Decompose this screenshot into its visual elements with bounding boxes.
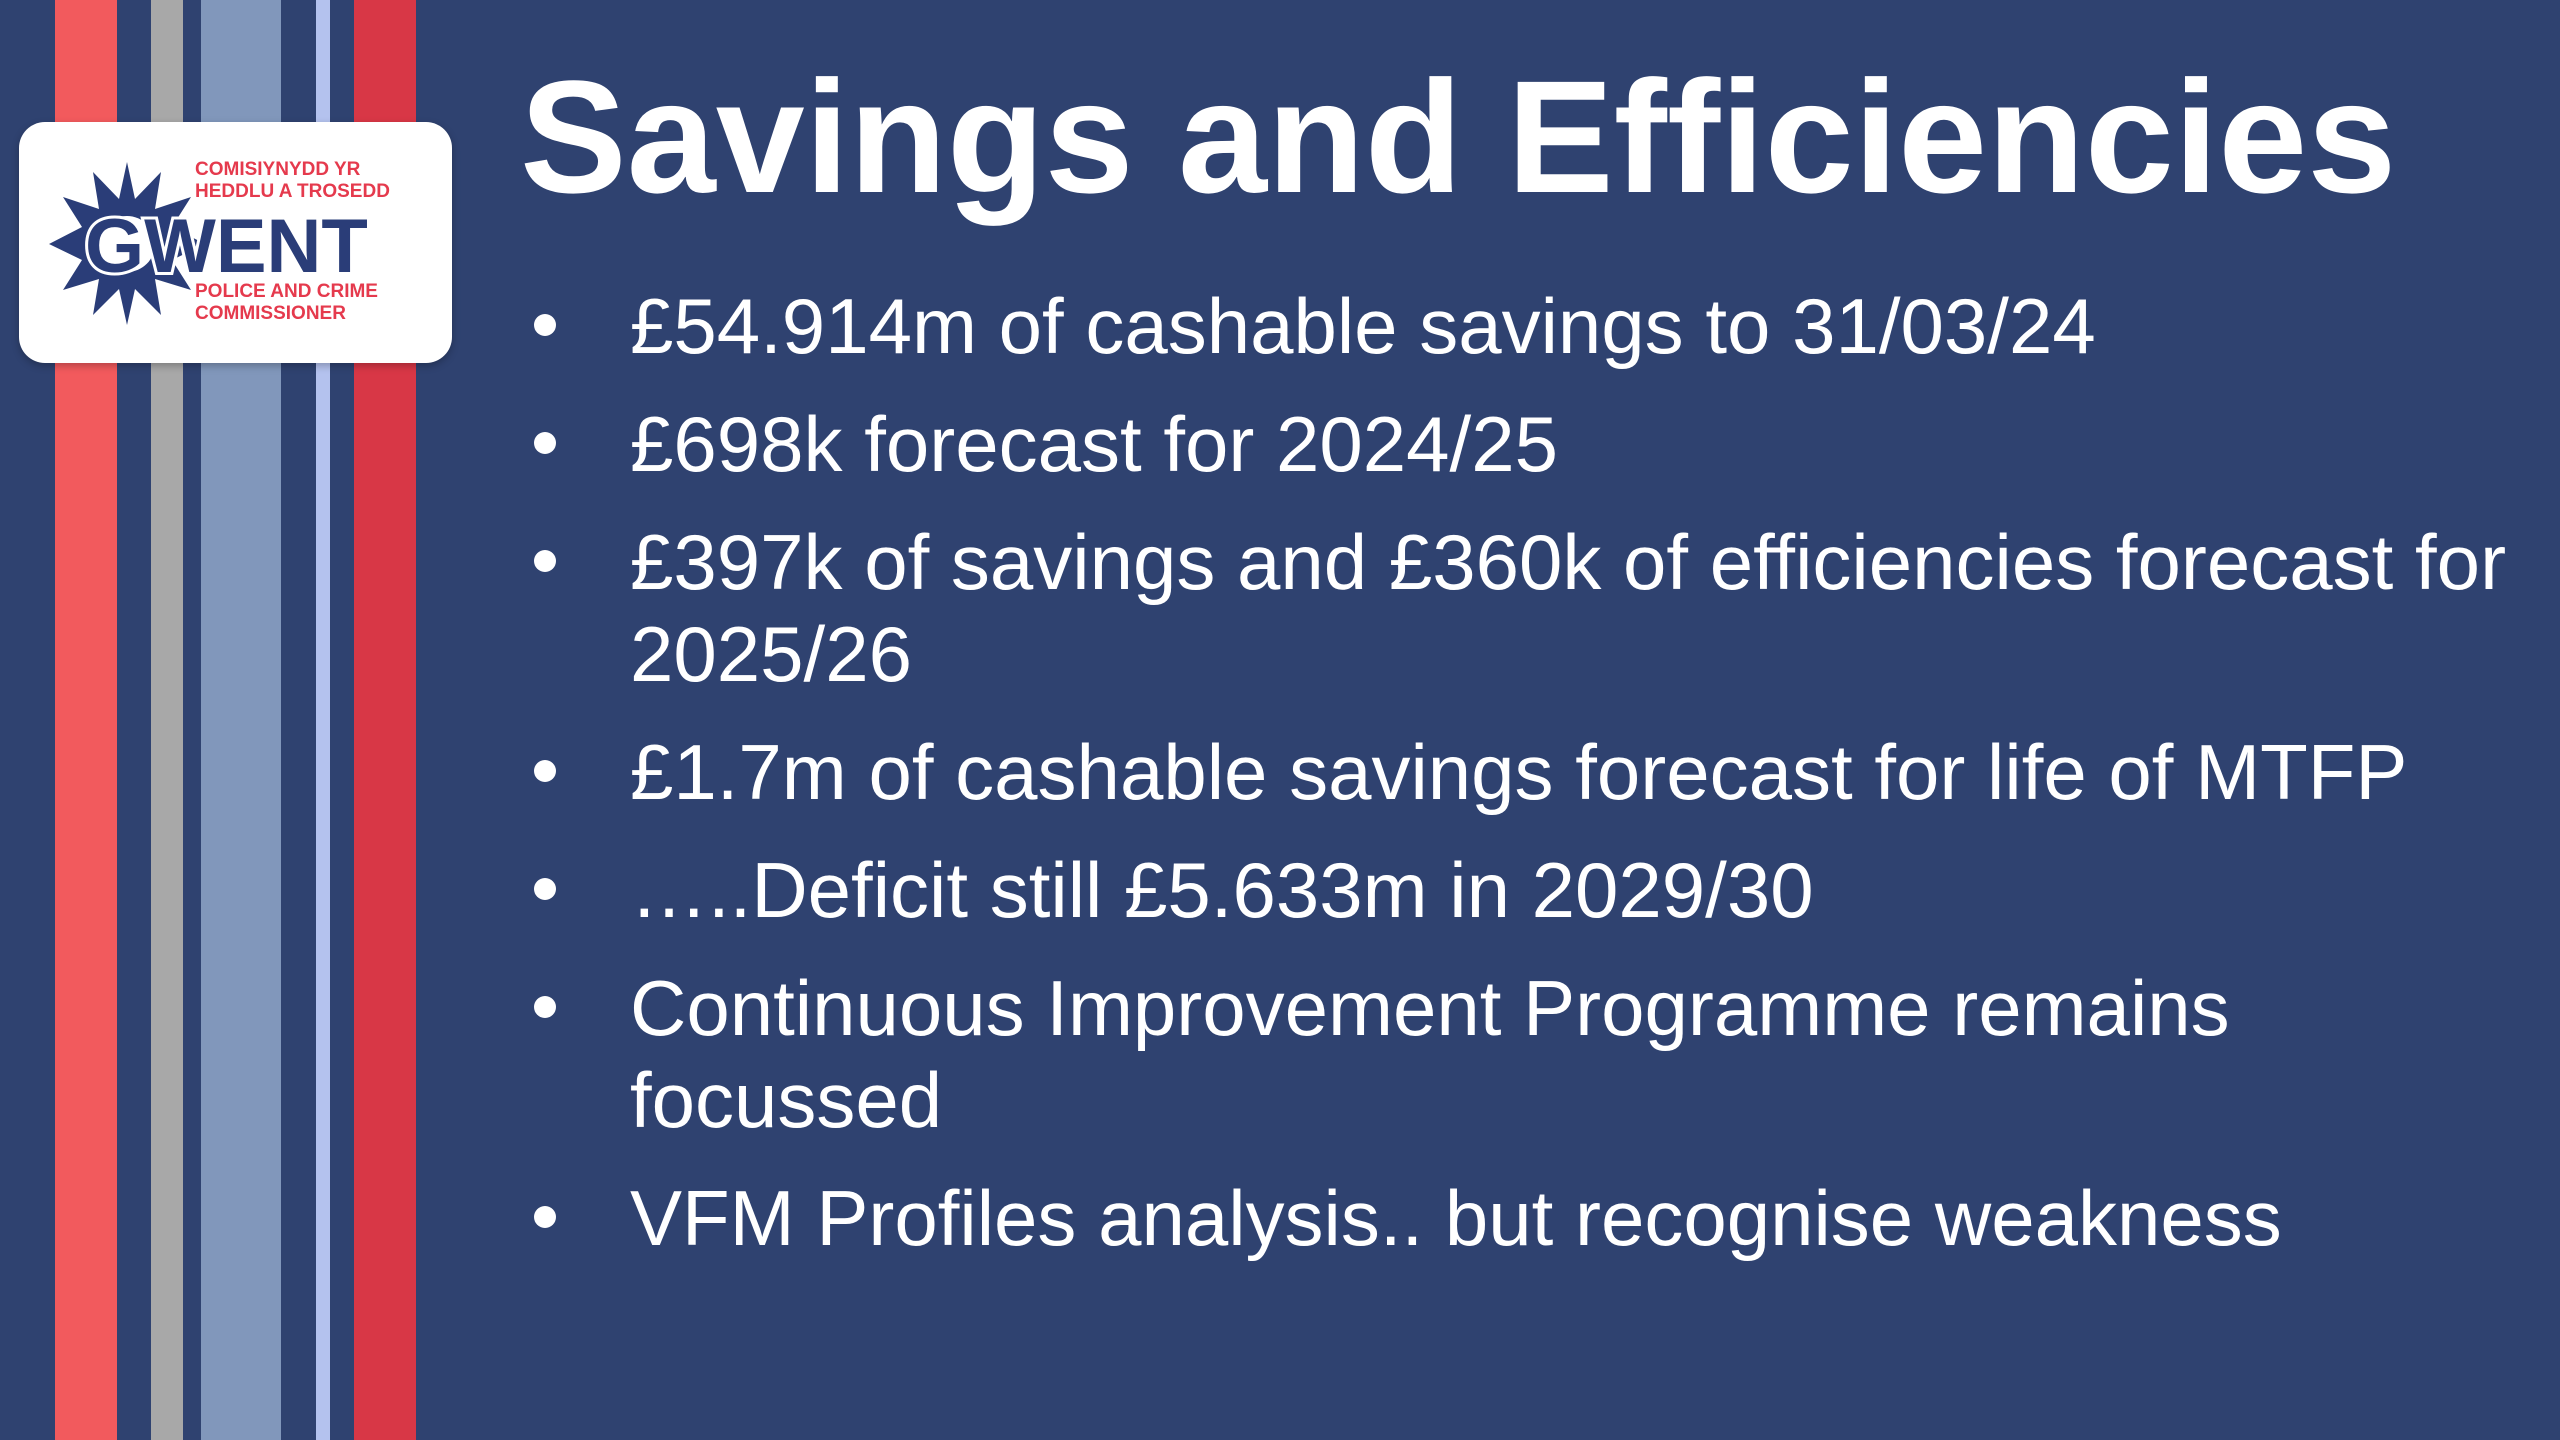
star-center — [99, 216, 155, 272]
bullet-icon — [534, 996, 556, 1018]
bullet-item: £54.914m of cashable savings to 31/03/24 — [534, 280, 2530, 372]
bullet-text: VFM Profiles analysis.. but recognise we… — [630, 1174, 2282, 1262]
bullet-icon — [534, 760, 556, 782]
bullet-list: £54.914m of cashable savings to 31/03/24… — [534, 280, 2530, 1290]
bullet-text: Continuous Improvement Programme remains… — [630, 964, 2230, 1144]
bullet-item: £1.7m of cashable savings forecast for l… — [534, 726, 2530, 818]
bullet-text: £397k of savings and £360k of efficienci… — [630, 518, 2507, 698]
bullet-icon — [534, 878, 556, 900]
logo-text-line1: COMISIYNYDD YR — [195, 159, 361, 180]
logo-text-line2: HEDDLU A TROSEDD — [195, 181, 390, 202]
bullet-icon — [534, 1206, 556, 1228]
bullet-text: £698k forecast for 2024/25 — [630, 400, 1558, 488]
bullet-text: £1.7m of cashable savings forecast for l… — [630, 728, 2408, 816]
bullet-item: £698k forecast for 2024/25 — [534, 398, 2530, 490]
bullet-icon — [534, 550, 556, 572]
gwent-logo-graphic: COMISIYNYDD YR HEDDLU A TROSEDD GWENT PO… — [49, 159, 390, 325]
gwent-pcc-logo: COMISIYNYDD YR HEDDLU A TROSEDD GWENT PO… — [19, 122, 452, 363]
bullet-item: …..Deficit still £5.633m in 2029/30 — [534, 844, 2530, 936]
bullet-item: VFM Profiles analysis.. but recognise we… — [534, 1172, 2530, 1264]
bullet-text: £54.914m of cashable savings to 31/03/24 — [630, 282, 2096, 370]
logo-text-line3: POLICE AND CRIME — [195, 281, 378, 302]
slide-title: Savings and Efficiencies — [520, 47, 2397, 226]
logo-wordmark: GWENT — [85, 204, 368, 289]
bullet-item: Continuous Improvement Programme remains… — [534, 962, 2530, 1146]
bullet-icon — [534, 314, 556, 336]
logo-text-line4: COMMISSIONER — [195, 303, 346, 324]
bullet-text: …..Deficit still £5.633m in 2029/30 — [630, 846, 1814, 934]
bullet-icon — [534, 432, 556, 454]
bullet-item: £397k of savings and £360k of efficienci… — [534, 516, 2530, 700]
